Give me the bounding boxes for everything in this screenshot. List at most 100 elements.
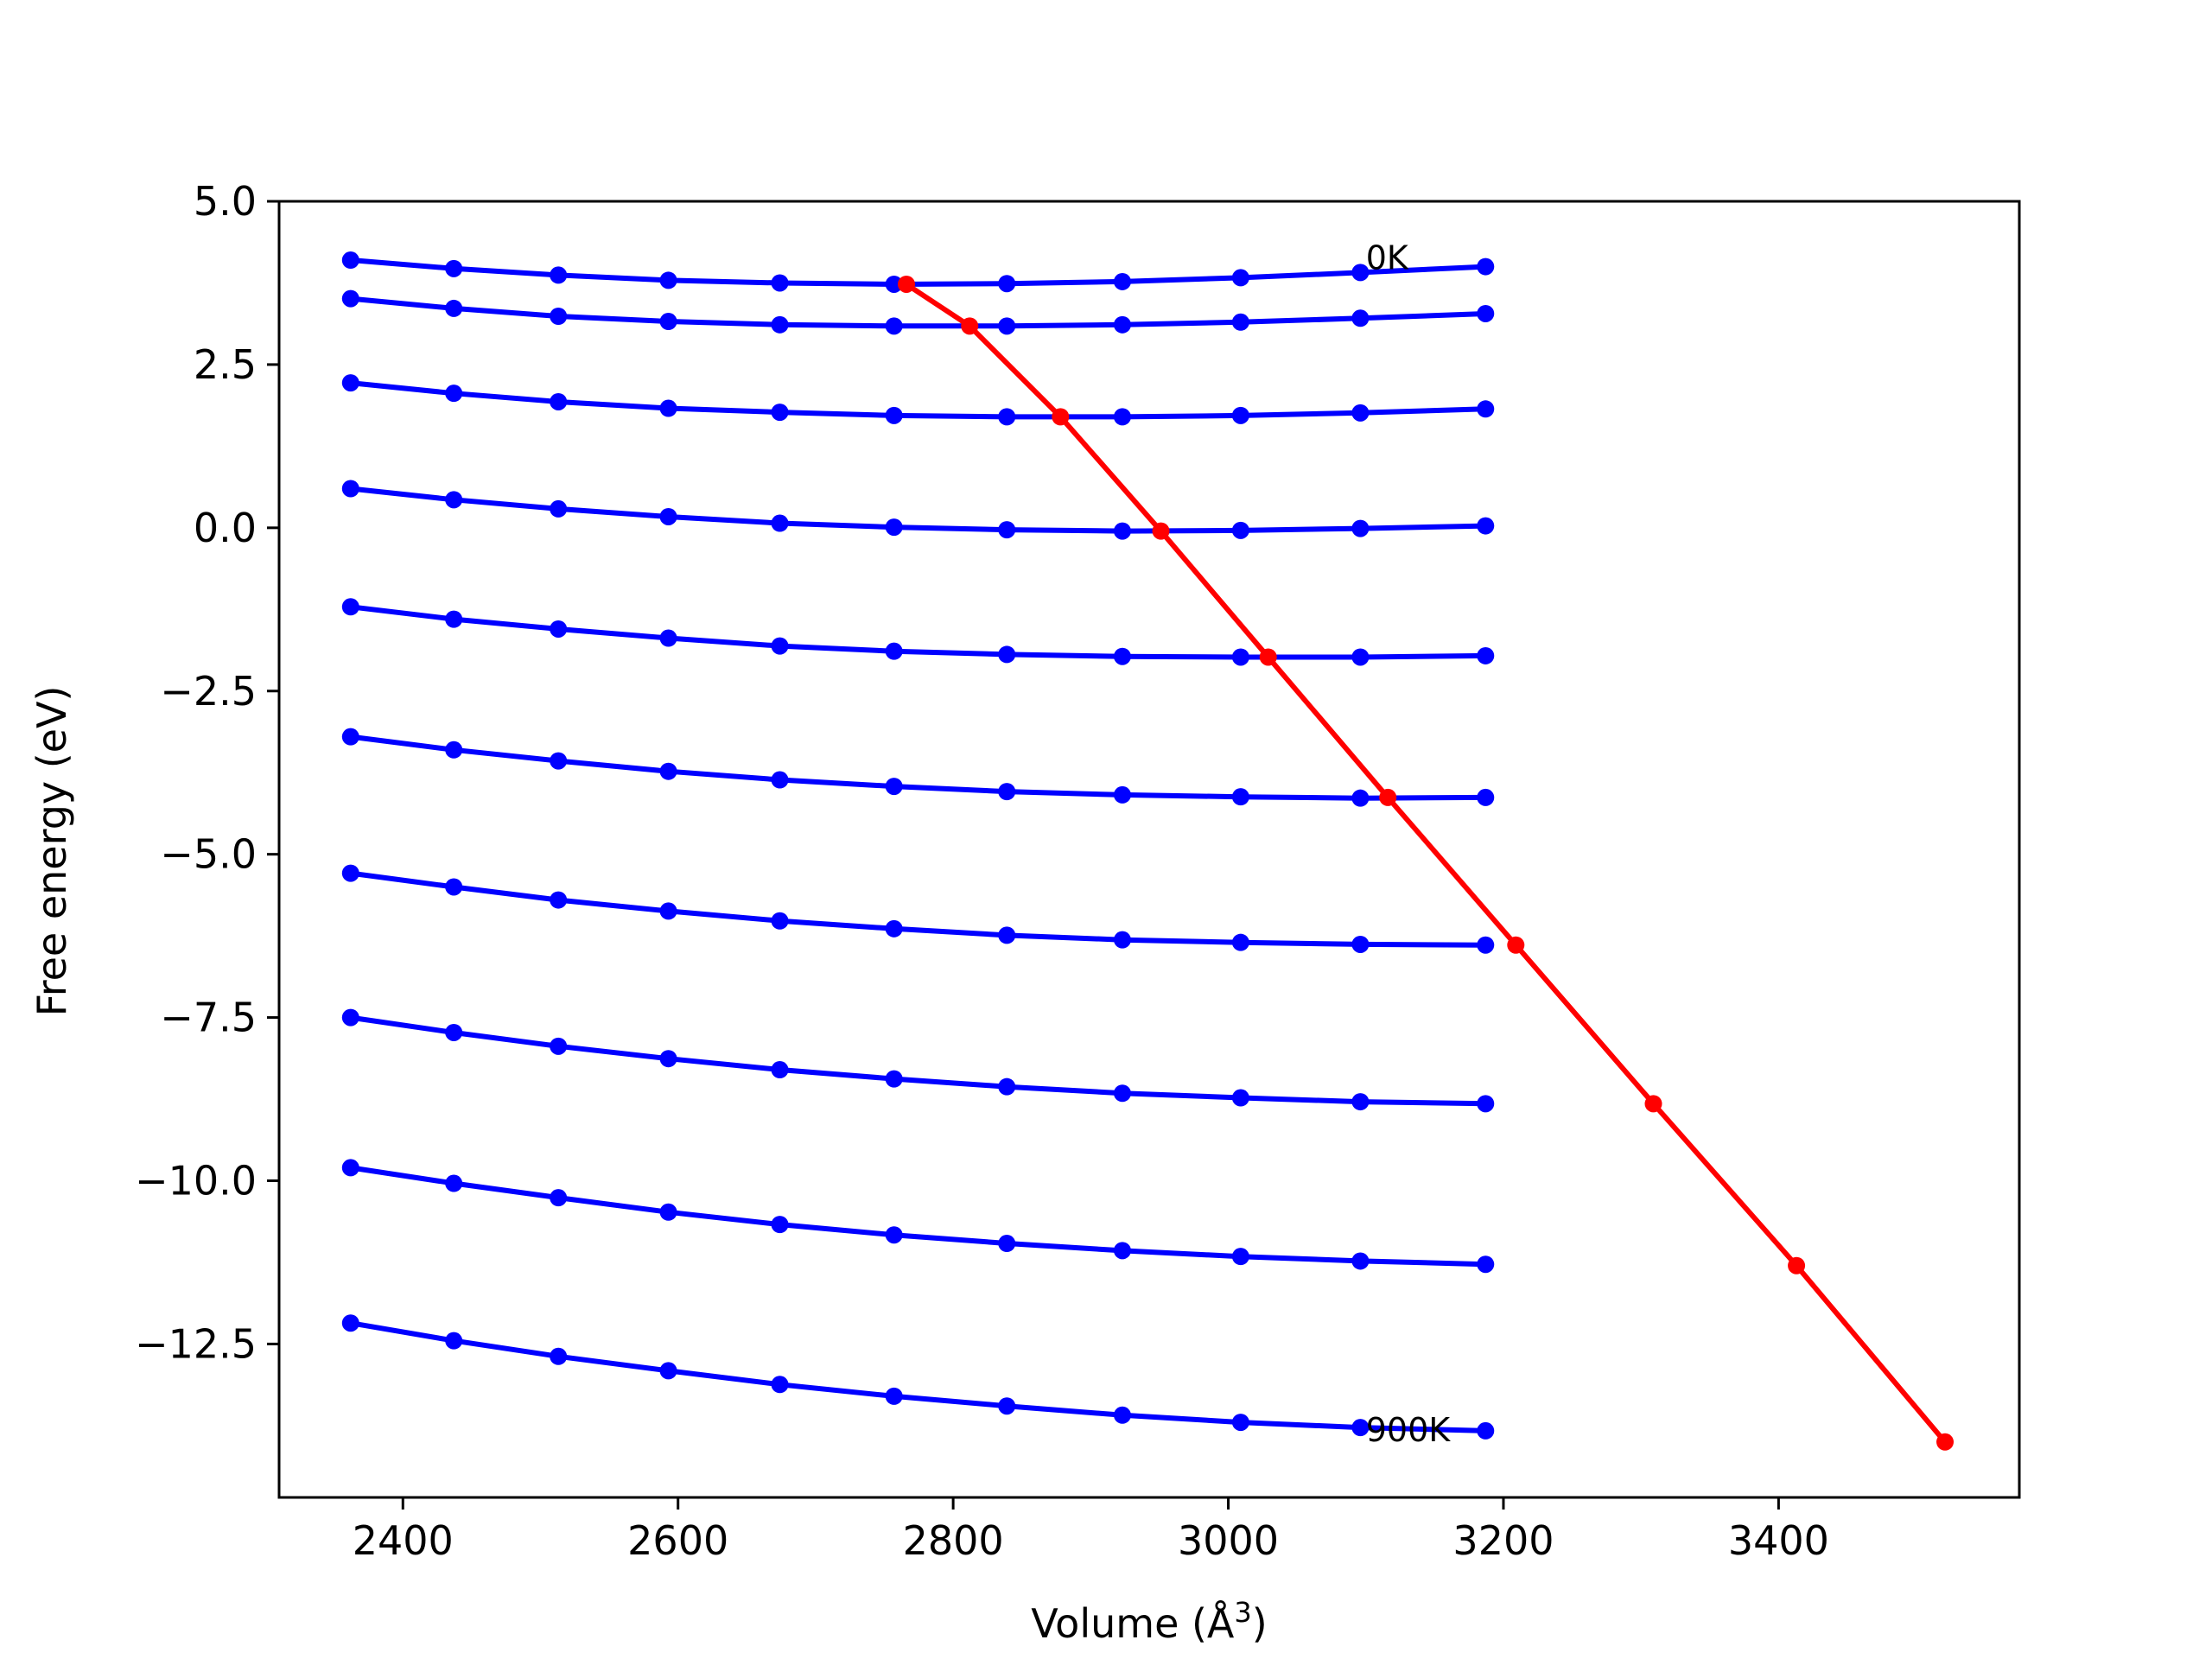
data-point bbox=[1113, 1406, 1131, 1424]
data-point bbox=[1231, 406, 1249, 424]
data-point bbox=[659, 313, 677, 331]
data-point bbox=[998, 783, 1016, 801]
data-point bbox=[885, 642, 903, 660]
data-point bbox=[445, 878, 463, 896]
y-tick-label: −2.5 bbox=[160, 668, 257, 715]
data-point bbox=[1231, 269, 1249, 287]
y-tick-label: 5.0 bbox=[194, 178, 257, 225]
data-point bbox=[1351, 1419, 1370, 1437]
series-line-1 bbox=[350, 296, 1486, 329]
data-point bbox=[445, 385, 463, 403]
data-point bbox=[771, 912, 789, 930]
data-point bbox=[1351, 519, 1370, 537]
data-point bbox=[771, 404, 789, 422]
y-tick-label: −5.0 bbox=[160, 831, 257, 878]
data-point bbox=[998, 1235, 1016, 1253]
data-point bbox=[1231, 788, 1249, 806]
minimum-point bbox=[1259, 648, 1277, 666]
data-point bbox=[1477, 517, 1495, 535]
data-point bbox=[1231, 1089, 1249, 1107]
data-point bbox=[771, 1061, 789, 1079]
data-point bbox=[341, 1159, 359, 1177]
data-point bbox=[341, 1314, 359, 1332]
minimum-point bbox=[1936, 1433, 1955, 1451]
data-point bbox=[550, 499, 568, 518]
series-line-7 bbox=[350, 1014, 1486, 1107]
data-point bbox=[885, 1070, 903, 1088]
data-point bbox=[885, 406, 903, 424]
data-point bbox=[659, 629, 677, 647]
series-line-9 bbox=[350, 1320, 1486, 1433]
data-point bbox=[1477, 304, 1495, 322]
data-point bbox=[341, 480, 359, 498]
data-point bbox=[659, 399, 677, 417]
annotation-label: 900K bbox=[1366, 1411, 1452, 1449]
y-axis-label: Free energy (eV) bbox=[29, 686, 75, 1017]
minimum-point bbox=[1644, 1095, 1662, 1113]
annotation-label: 0K bbox=[1366, 238, 1409, 276]
series-line-4 bbox=[350, 604, 1486, 660]
data-point bbox=[1351, 264, 1370, 282]
data-point bbox=[445, 491, 463, 509]
data-point bbox=[1231, 1248, 1249, 1266]
data-point bbox=[771, 315, 789, 334]
data-point bbox=[1351, 935, 1370, 953]
data-point bbox=[659, 1362, 677, 1380]
data-point bbox=[1477, 1095, 1495, 1113]
x-tick-label: 3400 bbox=[1728, 1517, 1829, 1564]
data-point bbox=[341, 728, 359, 746]
data-point bbox=[550, 752, 568, 770]
y-tick-label: −7.5 bbox=[160, 995, 257, 1041]
data-point bbox=[885, 1226, 903, 1244]
data-point bbox=[1477, 936, 1495, 954]
data-point bbox=[1477, 788, 1495, 806]
data-point bbox=[659, 271, 677, 289]
data-point bbox=[1231, 313, 1249, 331]
data-point bbox=[550, 307, 568, 325]
data-point bbox=[341, 251, 359, 270]
data-point bbox=[445, 259, 463, 277]
data-point bbox=[445, 1174, 463, 1192]
data-point bbox=[998, 1077, 1016, 1096]
axes: 2400 2600 2800 3000 3200 3400 5.0 2.5 0.0 −2.5 −5.… bbox=[135, 178, 2021, 1564]
data-point bbox=[550, 620, 568, 638]
data-point bbox=[1351, 1252, 1370, 1270]
plot-area: 0K 900K bbox=[341, 238, 1955, 1451]
minimum-point bbox=[1507, 936, 1525, 954]
data-point bbox=[998, 317, 1016, 335]
data-point bbox=[341, 1008, 359, 1027]
minimum-point bbox=[1152, 522, 1170, 540]
data-point bbox=[550, 266, 568, 284]
data-point bbox=[1477, 1421, 1495, 1440]
data-point bbox=[1113, 1242, 1131, 1260]
data-point bbox=[998, 408, 1016, 426]
series-line-0 bbox=[350, 257, 1486, 287]
y-tick-label: −12.5 bbox=[135, 1320, 257, 1367]
x-tick-label: 2400 bbox=[353, 1517, 454, 1564]
data-point bbox=[771, 1376, 789, 1394]
x-tick-label: 3000 bbox=[1178, 1517, 1279, 1564]
minimum-point bbox=[1379, 788, 1397, 806]
data-point bbox=[659, 507, 677, 525]
data-point bbox=[885, 275, 903, 293]
data-point bbox=[445, 741, 463, 759]
data-point bbox=[1351, 1093, 1370, 1111]
data-point bbox=[659, 902, 677, 920]
data-point bbox=[771, 514, 789, 532]
data-point bbox=[998, 521, 1016, 539]
minimum-point bbox=[897, 275, 915, 293]
data-point bbox=[1231, 521, 1249, 539]
data-point bbox=[998, 1397, 1016, 1415]
data-point bbox=[445, 610, 463, 628]
minimum-point bbox=[961, 317, 979, 335]
data-point bbox=[445, 1332, 463, 1350]
data-point bbox=[1231, 933, 1249, 951]
data-point bbox=[885, 518, 903, 537]
x-tick-label: 3200 bbox=[1452, 1517, 1554, 1564]
data-point bbox=[341, 374, 359, 392]
data-point bbox=[885, 1387, 903, 1405]
data-point bbox=[550, 891, 568, 909]
data-point bbox=[550, 392, 568, 410]
series-line-8 bbox=[350, 1165, 1486, 1268]
